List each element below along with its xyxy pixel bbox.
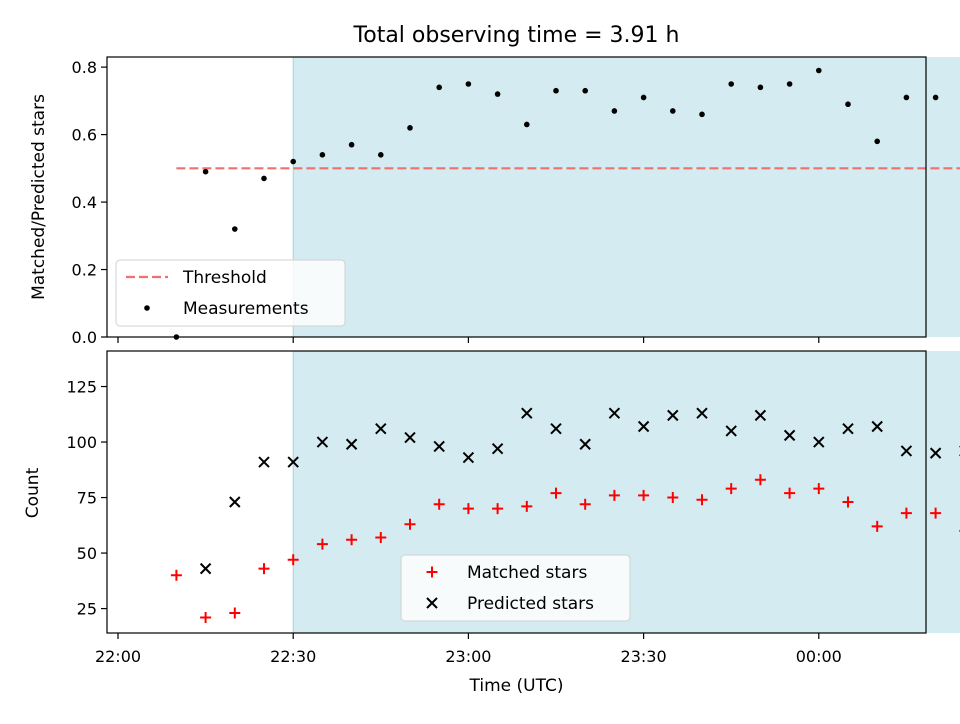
predicted-star-point bbox=[230, 497, 240, 507]
measurement-point bbox=[904, 95, 910, 101]
y-tick-label: 0.4 bbox=[72, 193, 97, 212]
measurement-point bbox=[816, 68, 822, 74]
measurement-point bbox=[407, 125, 413, 131]
measurement-point bbox=[320, 152, 326, 158]
y-tick-label: 0.8 bbox=[72, 58, 97, 77]
measurement-point bbox=[466, 81, 472, 87]
measurement-point bbox=[933, 95, 939, 101]
measurement-point bbox=[874, 139, 880, 145]
bottom-plot-area: 25507510012522:0022:3023:0023:3000:0000:… bbox=[66, 351, 960, 666]
measurement-point bbox=[378, 152, 384, 158]
matched-star-point bbox=[200, 612, 211, 623]
measurement-point bbox=[758, 85, 764, 91]
x-tick-label: 23:00 bbox=[445, 647, 491, 666]
measurement-point bbox=[641, 95, 647, 101]
predicted-star-point bbox=[259, 457, 269, 467]
measurement-point bbox=[699, 112, 705, 118]
x-tick-label: 22:00 bbox=[95, 647, 141, 666]
measurement-point bbox=[582, 88, 588, 94]
measurement-point bbox=[612, 108, 618, 114]
x-tick-label: 00:00 bbox=[796, 647, 842, 666]
measurement-point bbox=[787, 81, 793, 87]
x-tick-label: 23:30 bbox=[621, 647, 667, 666]
measurement-point bbox=[553, 88, 559, 94]
measurement-point bbox=[495, 91, 501, 97]
measurement-point bbox=[670, 108, 676, 114]
legend-threshold-label: Threshold bbox=[182, 268, 267, 288]
y-tick-label: 25 bbox=[77, 600, 97, 619]
top-y-axis-label: Matched/Predicted stars bbox=[29, 94, 49, 300]
y-tick-label: 125 bbox=[66, 378, 97, 397]
measurement-point bbox=[290, 159, 296, 165]
matched-star-point bbox=[229, 608, 240, 619]
y-tick-label: 50 bbox=[77, 544, 97, 563]
legend-matched-label: Matched stars bbox=[467, 563, 587, 583]
measurement-point bbox=[436, 85, 442, 91]
x-tick-label: 22:30 bbox=[270, 647, 316, 666]
shaded-span bbox=[293, 57, 960, 337]
bottom-y-axis-label: Count bbox=[23, 467, 43, 518]
top-plot-area: 0.0 0.2 0.4 0.6 0.8 Threshold Measurements bbox=[72, 57, 960, 347]
measurement-point bbox=[203, 169, 209, 175]
measurement-point bbox=[845, 101, 851, 107]
y-tick-label: 75 bbox=[77, 489, 97, 508]
x-axis-label: Time (UTC) bbox=[469, 676, 564, 696]
y-tick-label: 100 bbox=[66, 433, 97, 452]
y-tick-label: 0.2 bbox=[72, 261, 97, 280]
matched-star-point bbox=[259, 563, 270, 574]
measurement-point bbox=[232, 226, 238, 232]
legend-predicted-label: Predicted stars bbox=[467, 594, 594, 614]
measurement-point bbox=[261, 176, 267, 182]
y-tick-label: 0.6 bbox=[72, 126, 97, 145]
measurement-point bbox=[524, 122, 530, 128]
measurement-point bbox=[728, 81, 734, 87]
legend-measurement-label: Measurements bbox=[183, 299, 309, 319]
measurement-point bbox=[349, 142, 355, 148]
predicted-star-point bbox=[201, 564, 211, 574]
matched-star-point bbox=[171, 570, 182, 581]
legend-measurement-swatch bbox=[144, 305, 150, 311]
y-tick-label: 0.0 bbox=[72, 328, 97, 347]
chart-title: Total observing time = 3.91 h bbox=[353, 23, 680, 48]
